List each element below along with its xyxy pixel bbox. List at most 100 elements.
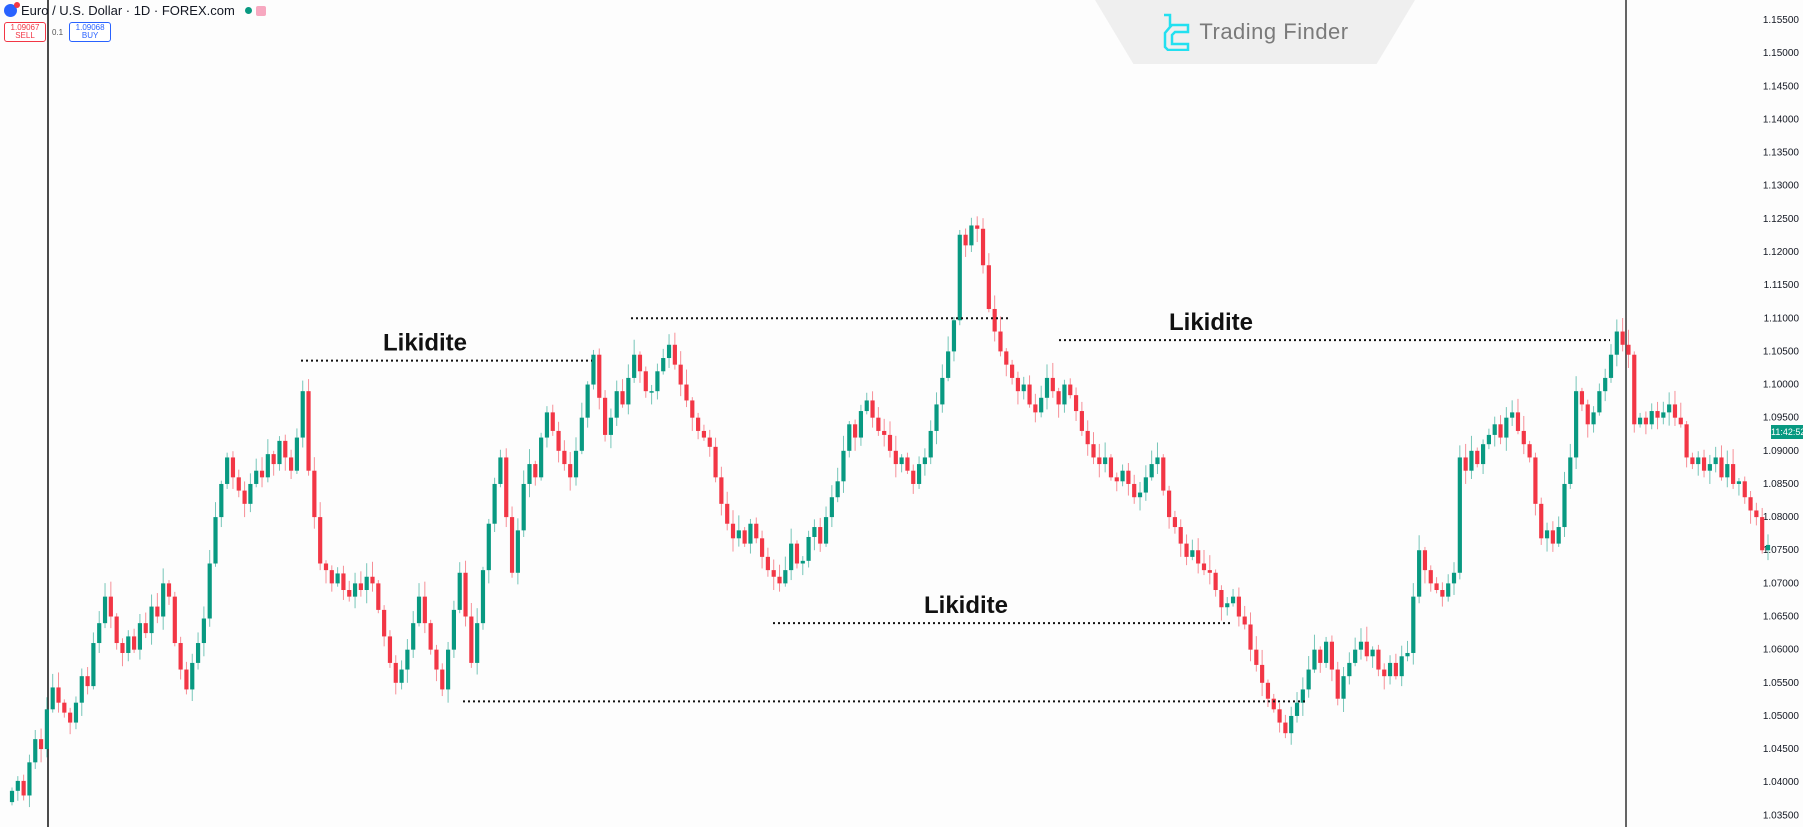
candle-body xyxy=(1760,517,1765,551)
candle-body xyxy=(759,538,765,557)
candle-body xyxy=(1736,481,1742,484)
candle-body xyxy=(1632,354,1637,425)
candle xyxy=(1382,663,1387,690)
candle-body xyxy=(120,643,125,653)
candle xyxy=(306,379,311,476)
candle xyxy=(1376,644,1381,677)
candle xyxy=(1196,538,1201,574)
price-tick-label: 1.08000 xyxy=(1763,512,1800,523)
buy-button[interactable]: 1.09068 BUY xyxy=(69,22,112,42)
candle xyxy=(347,580,352,602)
candle xyxy=(684,369,689,408)
candle-body xyxy=(1725,464,1730,478)
candle-body xyxy=(1132,483,1137,498)
candle-body xyxy=(637,354,643,372)
candle xyxy=(963,228,968,257)
candle-body xyxy=(1480,444,1486,465)
candle-body xyxy=(1190,550,1195,557)
candle-body xyxy=(1137,492,1143,498)
candle xyxy=(544,406,550,448)
candle xyxy=(1725,450,1730,488)
candle xyxy=(1103,442,1108,473)
candle-body xyxy=(911,470,916,484)
candle-body xyxy=(533,464,538,478)
candle xyxy=(1068,378,1073,399)
candle-body xyxy=(539,437,544,478)
candle-body xyxy=(980,228,986,266)
candle xyxy=(1091,432,1096,465)
candle xyxy=(1579,387,1585,412)
candle-body xyxy=(33,739,38,763)
symbol-title[interactable]: Euro / U.S. Dollar · 1D · FOREX.com xyxy=(21,3,235,18)
candle-body xyxy=(492,483,497,524)
candle xyxy=(562,440,567,471)
candle-body xyxy=(1661,412,1666,418)
candle xyxy=(1079,401,1084,436)
candle xyxy=(742,527,747,547)
candle xyxy=(79,668,84,716)
candle-body xyxy=(306,391,311,471)
candle xyxy=(21,774,26,801)
candle xyxy=(405,639,410,683)
candle xyxy=(876,407,881,436)
candle xyxy=(1294,692,1300,723)
candle-body xyxy=(85,676,90,687)
candle xyxy=(1300,677,1305,716)
candle-body xyxy=(1236,596,1241,617)
candle-body xyxy=(172,596,177,644)
candle xyxy=(1690,452,1695,470)
candle-body xyxy=(620,391,625,405)
sell-button[interactable]: 1.09067 SELL xyxy=(4,22,46,42)
candle xyxy=(114,613,119,650)
candle-body xyxy=(632,354,637,378)
candle xyxy=(1469,435,1474,479)
candle-body xyxy=(1044,377,1050,398)
candle-body xyxy=(1207,570,1212,573)
candle-body xyxy=(858,411,864,438)
candle xyxy=(730,510,736,552)
candle xyxy=(469,602,474,668)
candle-body xyxy=(1492,424,1497,435)
candle-body xyxy=(312,470,317,518)
candle-body xyxy=(1213,572,1218,591)
candle-body xyxy=(1574,391,1579,458)
candle-body xyxy=(1283,722,1288,734)
candle xyxy=(1248,612,1253,662)
candle-body xyxy=(1463,457,1468,471)
candle-body xyxy=(946,351,951,378)
candle-body xyxy=(1167,490,1172,518)
candle-body xyxy=(794,543,800,564)
candle-body xyxy=(527,464,532,484)
candle xyxy=(1353,637,1358,667)
candle-body xyxy=(899,457,904,465)
candle xyxy=(725,491,730,531)
candle xyxy=(341,565,346,600)
candle xyxy=(655,363,660,400)
candle xyxy=(1341,667,1346,712)
candle-body xyxy=(951,320,957,352)
candle-body xyxy=(1294,702,1300,716)
candle-body xyxy=(765,556,770,571)
candle-body xyxy=(1754,510,1759,518)
candle xyxy=(399,660,404,690)
candle xyxy=(451,600,457,658)
candle-body xyxy=(434,649,439,670)
candle xyxy=(1475,447,1480,468)
price-tick-label: 1.06500 xyxy=(1763,612,1800,623)
price-axis[interactable]: 1.15500 1.15000 1.14500 1.14000 1.13500 1.130… xyxy=(1763,15,1800,821)
candle xyxy=(97,611,102,653)
candle-body xyxy=(835,481,840,498)
candle-body xyxy=(550,412,555,431)
candle-body xyxy=(213,517,218,564)
candle-body xyxy=(44,709,49,750)
candle-body xyxy=(725,503,730,524)
candle-body xyxy=(451,609,457,650)
candle-body xyxy=(748,523,753,544)
candle xyxy=(864,392,869,415)
candle-body xyxy=(102,596,108,624)
candle-body xyxy=(184,669,189,690)
candle xyxy=(632,339,637,383)
candle-body xyxy=(230,457,236,478)
candle xyxy=(591,349,596,390)
